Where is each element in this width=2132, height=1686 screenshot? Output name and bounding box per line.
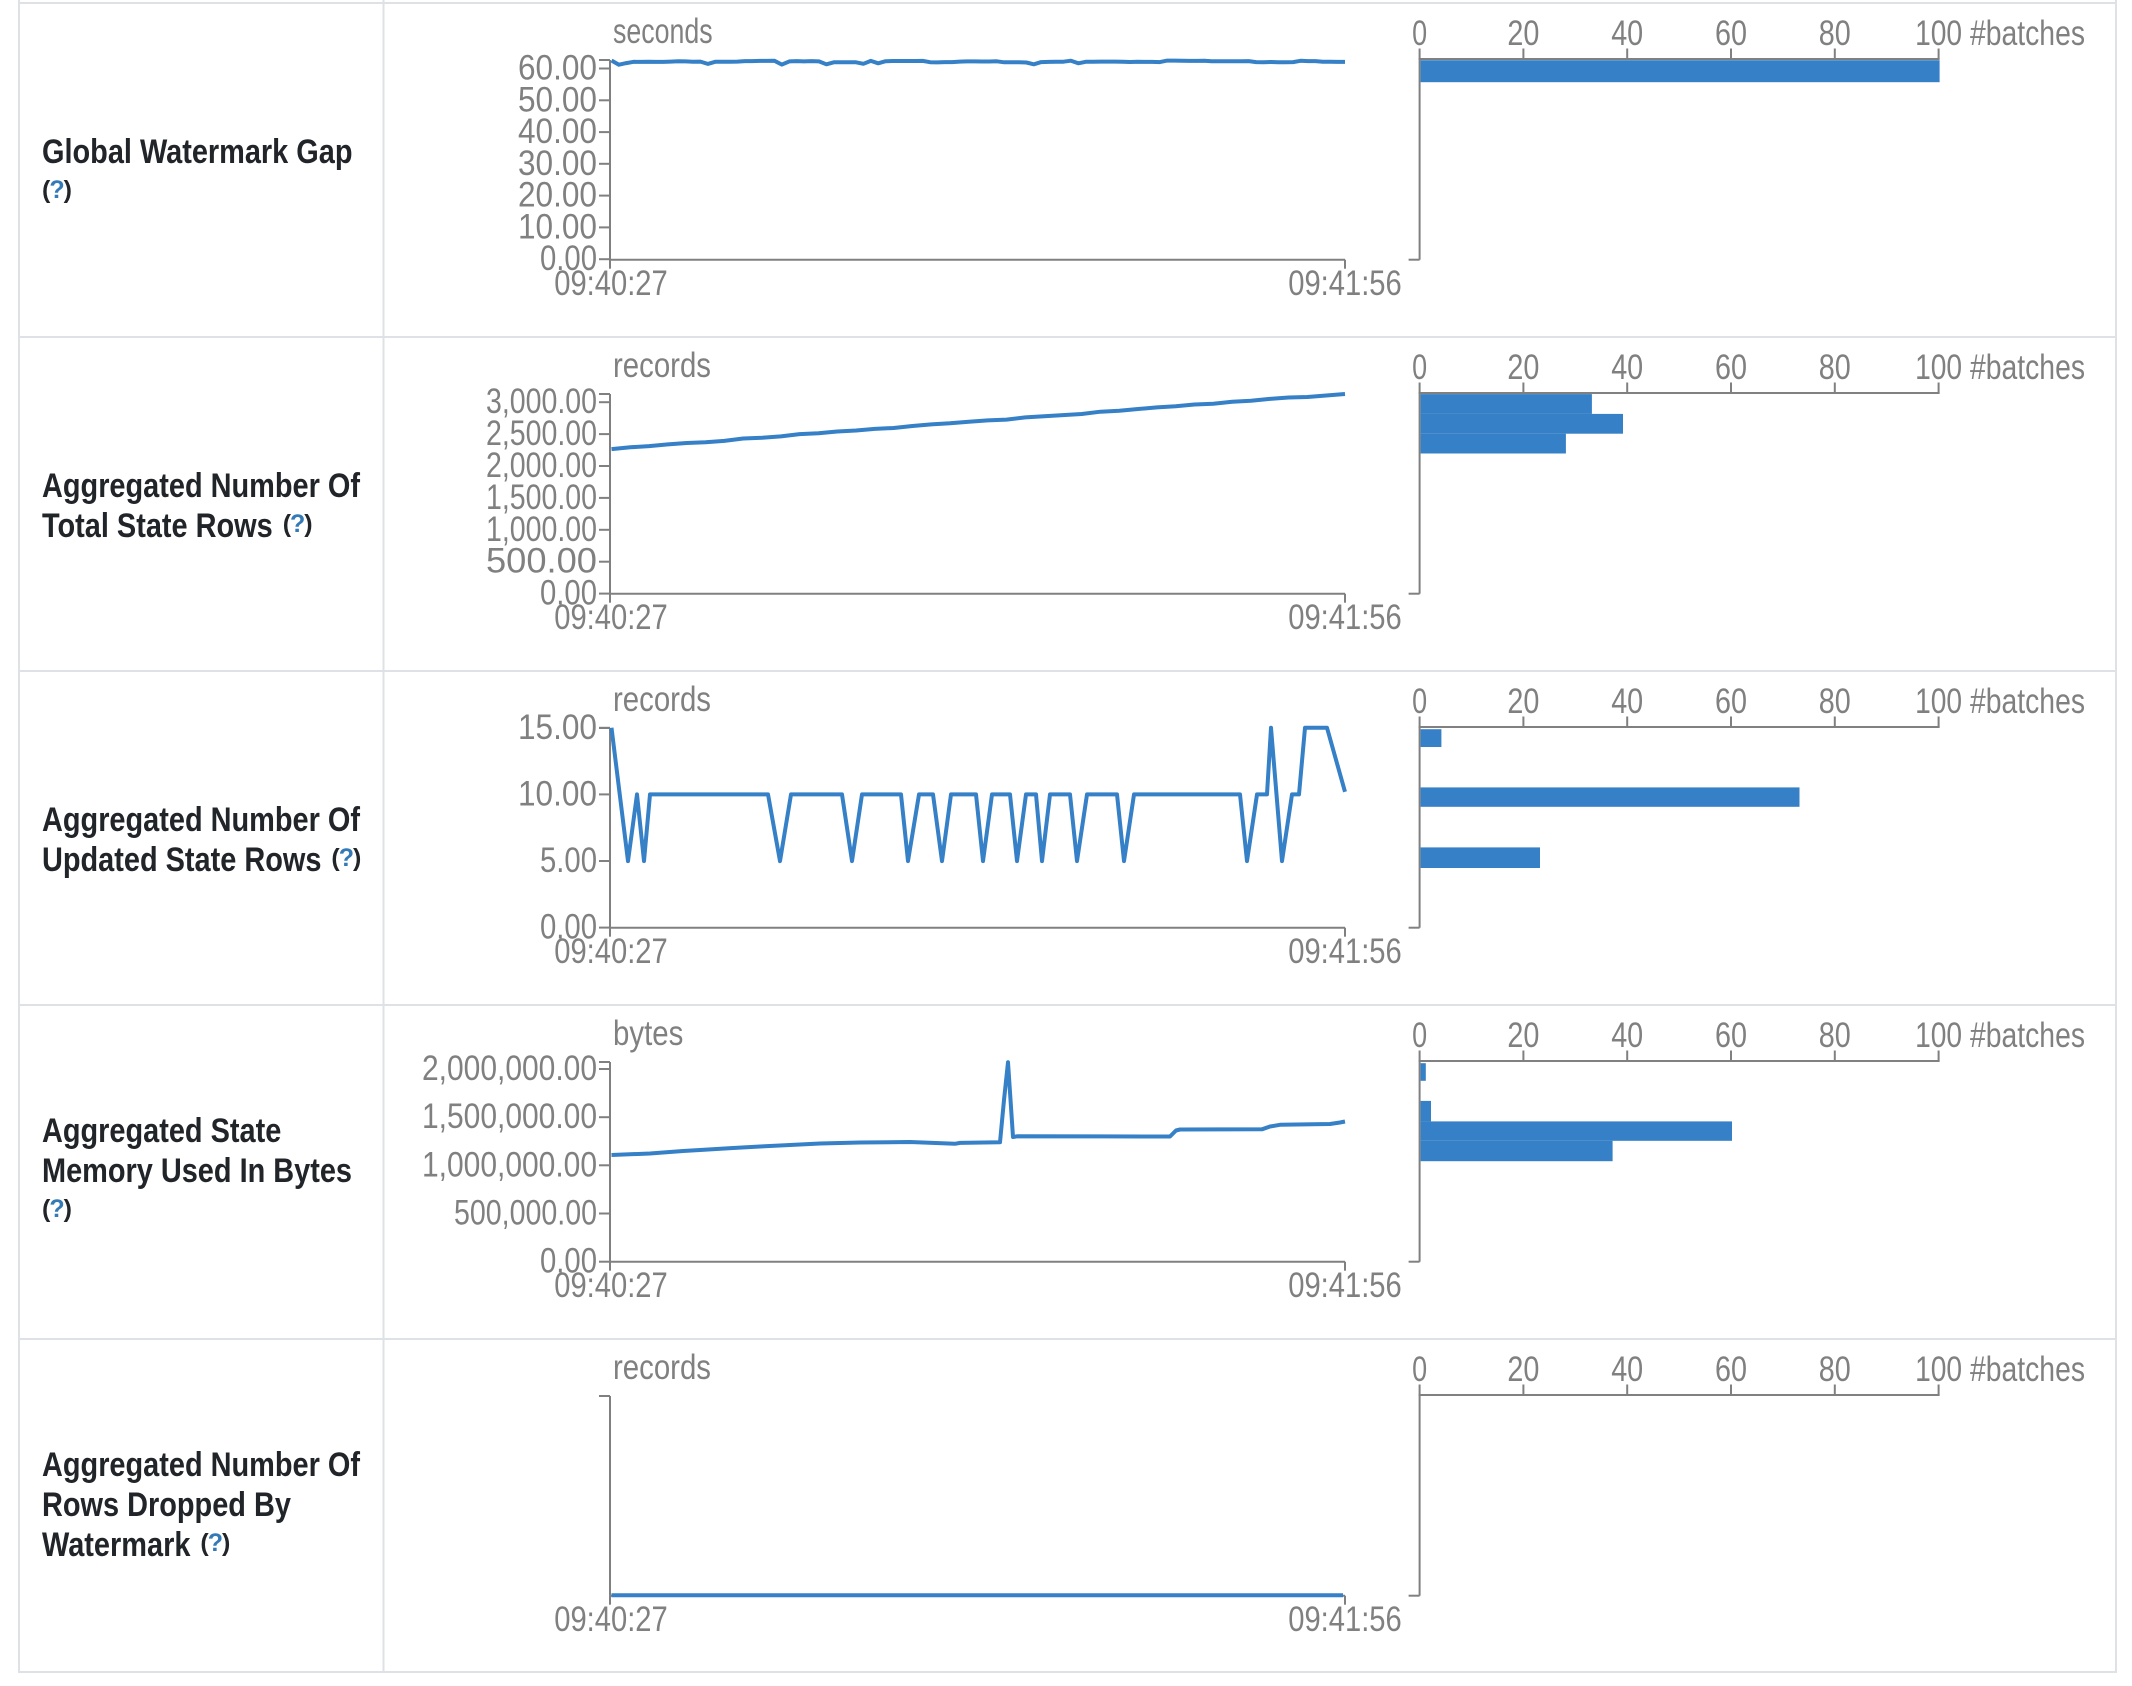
svg-text:#batches: #batches xyxy=(1970,14,2085,53)
svg-text:#batches: #batches xyxy=(1970,1016,2085,1055)
svg-text:20: 20 xyxy=(1507,1016,1539,1055)
svg-text:0: 0 xyxy=(1412,1350,1427,1389)
svg-text:60: 60 xyxy=(1715,1350,1747,1389)
svg-text:#batches: #batches xyxy=(1970,682,2085,721)
svg-text:20: 20 xyxy=(1507,1350,1539,1389)
svg-text:1,000,000.00: 1,000,000.00 xyxy=(422,1145,597,1184)
svg-text:(?): (?) xyxy=(200,1529,230,1557)
svg-text:0.00: 0.00 xyxy=(540,908,597,947)
svg-text:100: 100 xyxy=(1915,1350,1962,1389)
svg-text:80: 80 xyxy=(1819,348,1851,387)
svg-text:Total State Rows: Total State Rows xyxy=(42,507,273,545)
svg-text:30.00: 30.00 xyxy=(518,144,597,183)
svg-text:(?): (?) xyxy=(42,176,72,204)
svg-text:80: 80 xyxy=(1819,1016,1851,1055)
svg-text:40: 40 xyxy=(1611,682,1643,721)
svg-text:500.00: 500.00 xyxy=(486,542,597,581)
svg-text:100: 100 xyxy=(1915,1016,1962,1055)
svg-text:(?): (?) xyxy=(331,844,361,872)
svg-text:#batches: #batches xyxy=(1970,1350,2085,1389)
svg-text:1,500,000.00: 1,500,000.00 xyxy=(422,1097,597,1136)
svg-text:bytes: bytes xyxy=(613,1014,683,1053)
svg-text:09:40:27: 09:40:27 xyxy=(554,1600,668,1639)
svg-text:09:41:56: 09:41:56 xyxy=(1288,1266,1402,1305)
svg-text:records: records xyxy=(613,346,711,385)
svg-text:40.00: 40.00 xyxy=(518,112,597,151)
svg-text:2,000,000.00: 2,000,000.00 xyxy=(422,1049,597,1088)
svg-text:40: 40 xyxy=(1611,348,1643,387)
svg-text:2,500.00: 2,500.00 xyxy=(486,414,597,453)
svg-text:0: 0 xyxy=(1412,1016,1427,1055)
svg-text:20: 20 xyxy=(1507,14,1539,53)
svg-text:Aggregated State: Aggregated State xyxy=(42,1112,281,1150)
svg-text:20: 20 xyxy=(1507,682,1539,721)
svg-text:0: 0 xyxy=(1412,682,1427,721)
svg-text:3,000.00: 3,000.00 xyxy=(486,382,597,421)
svg-text:09:40:27: 09:40:27 xyxy=(554,932,668,971)
svg-text:0.00: 0.00 xyxy=(540,574,597,613)
svg-text:(?): (?) xyxy=(42,1195,72,1223)
svg-text:Aggregated Number Of: Aggregated Number Of xyxy=(42,467,361,505)
svg-text:100: 100 xyxy=(1915,14,1962,53)
svg-text:#batches: #batches xyxy=(1970,348,2085,387)
svg-text:2,000.00: 2,000.00 xyxy=(486,446,597,485)
svg-text:seconds: seconds xyxy=(613,12,713,51)
svg-text:10.00: 10.00 xyxy=(518,774,597,813)
svg-text:09:40:27: 09:40:27 xyxy=(554,264,668,303)
svg-text:records: records xyxy=(613,680,711,719)
svg-text:09:40:27: 09:40:27 xyxy=(554,598,668,637)
svg-text:60: 60 xyxy=(1715,348,1747,387)
svg-text:(?): (?) xyxy=(283,510,313,538)
svg-text:80: 80 xyxy=(1819,14,1851,53)
svg-text:Rows Dropped By: Rows Dropped By xyxy=(42,1486,291,1524)
svg-text:09:41:56: 09:41:56 xyxy=(1288,598,1402,637)
svg-text:60: 60 xyxy=(1715,14,1747,53)
svg-text:Aggregated Number Of: Aggregated Number Of xyxy=(42,1446,361,1484)
svg-text:Memory Used In Bytes: Memory Used In Bytes xyxy=(42,1152,352,1190)
svg-text:60: 60 xyxy=(1715,1016,1747,1055)
svg-text:50.00: 50.00 xyxy=(518,80,597,119)
svg-text:1,000.00: 1,000.00 xyxy=(486,510,597,549)
svg-text:100: 100 xyxy=(1915,682,1962,721)
svg-text:09:41:56: 09:41:56 xyxy=(1288,1600,1402,1639)
svg-text:1,500.00: 1,500.00 xyxy=(486,478,597,517)
svg-text:Global Watermark Gap: Global Watermark Gap xyxy=(42,133,353,171)
svg-text:09:40:27: 09:40:27 xyxy=(554,1266,668,1305)
svg-text:10.00: 10.00 xyxy=(518,207,597,246)
svg-text:0.00: 0.00 xyxy=(540,239,597,278)
svg-text:60.00: 60.00 xyxy=(518,49,597,88)
svg-text:records: records xyxy=(613,1348,711,1387)
svg-text:40: 40 xyxy=(1611,1016,1643,1055)
svg-text:20: 20 xyxy=(1507,348,1539,387)
svg-text:0: 0 xyxy=(1412,14,1427,53)
svg-text:500,000.00: 500,000.00 xyxy=(454,1194,597,1233)
svg-text:Watermark: Watermark xyxy=(42,1526,190,1564)
svg-text:40: 40 xyxy=(1611,14,1643,53)
svg-text:Updated State Rows: Updated State Rows xyxy=(42,841,321,879)
svg-text:80: 80 xyxy=(1819,1350,1851,1389)
svg-text:15.00: 15.00 xyxy=(518,708,597,747)
svg-text:09:41:56: 09:41:56 xyxy=(1288,264,1402,303)
svg-text:0: 0 xyxy=(1412,348,1427,387)
svg-text:20.00: 20.00 xyxy=(518,176,597,215)
svg-text:40: 40 xyxy=(1611,1350,1643,1389)
svg-text:Aggregated Number Of: Aggregated Number Of xyxy=(42,801,361,839)
svg-text:0.00: 0.00 xyxy=(540,1242,597,1281)
svg-text:09:41:56: 09:41:56 xyxy=(1288,932,1402,971)
svg-text:80: 80 xyxy=(1819,682,1851,721)
svg-text:5.00: 5.00 xyxy=(540,841,597,880)
svg-text:60: 60 xyxy=(1715,682,1747,721)
svg-text:100: 100 xyxy=(1915,348,1962,387)
